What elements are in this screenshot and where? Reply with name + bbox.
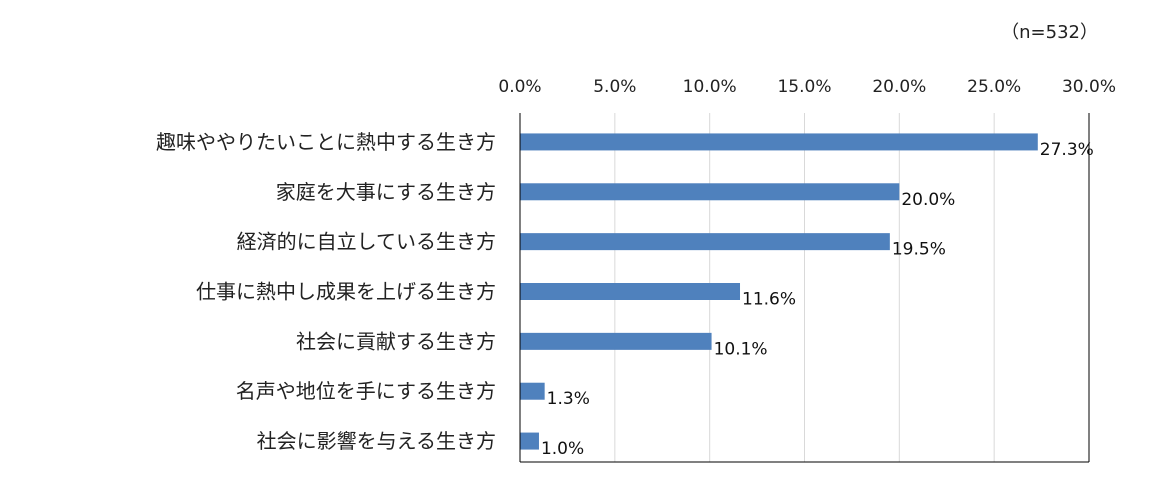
x-tick-label: 5.0%	[593, 77, 636, 97]
data-labels: 27.3% 20.0% 19.5% 11.6% 10.1% 1.3% 1.0%	[541, 140, 1094, 459]
category-label: 仕事に熱中し成果を上げる生き方	[196, 280, 496, 304]
x-tick-label: 20.0%	[872, 77, 926, 97]
axis-lines	[519, 113, 1090, 463]
data-label: 1.3%	[547, 389, 590, 409]
x-tick-label: 25.0%	[967, 77, 1021, 97]
bar	[520, 332, 712, 350]
sample-size-note: （n=532）	[1001, 22, 1098, 43]
data-label: 19.5%	[892, 240, 946, 260]
x-tick-label: 15.0%	[777, 77, 831, 97]
category-label: 趣味ややりたいことに熱中する生き方	[156, 130, 496, 154]
data-label: 1.0%	[541, 439, 584, 459]
bar	[520, 283, 741, 300]
category-label: 家庭を大事にする生き方	[276, 180, 496, 204]
category-label: 名声や地位を手にする生き方	[236, 379, 496, 403]
bar	[520, 133, 1038, 151]
x-axis-ticks: 0.0% 5.0% 10.0% 15.0% 20.0% 25.0% 30.0%	[498, 77, 1116, 97]
data-label: 27.3%	[1040, 140, 1094, 160]
x-tick-label: 30.0%	[1062, 77, 1116, 97]
bars	[520, 133, 1038, 450]
bar	[520, 432, 539, 450]
data-label: 20.0%	[901, 190, 955, 210]
category-label: 経済的に自立している生き方	[237, 230, 496, 254]
data-label: 10.1%	[714, 339, 768, 359]
x-tick-label: 0.0%	[498, 77, 541, 97]
category-label: 社会に影響を与える生き方	[257, 429, 496, 453]
bar	[520, 183, 900, 201]
category-labels: 趣味ややりたいことに熱中する生き方家庭を大事にする生き方経済的に自立している生き…	[156, 130, 496, 453]
bar	[520, 382, 545, 400]
x-tick-label: 10.0%	[683, 77, 737, 97]
bar	[520, 233, 890, 251]
data-label: 11.6%	[742, 290, 796, 310]
category-label: 社会に貢献する生き方	[296, 329, 496, 353]
